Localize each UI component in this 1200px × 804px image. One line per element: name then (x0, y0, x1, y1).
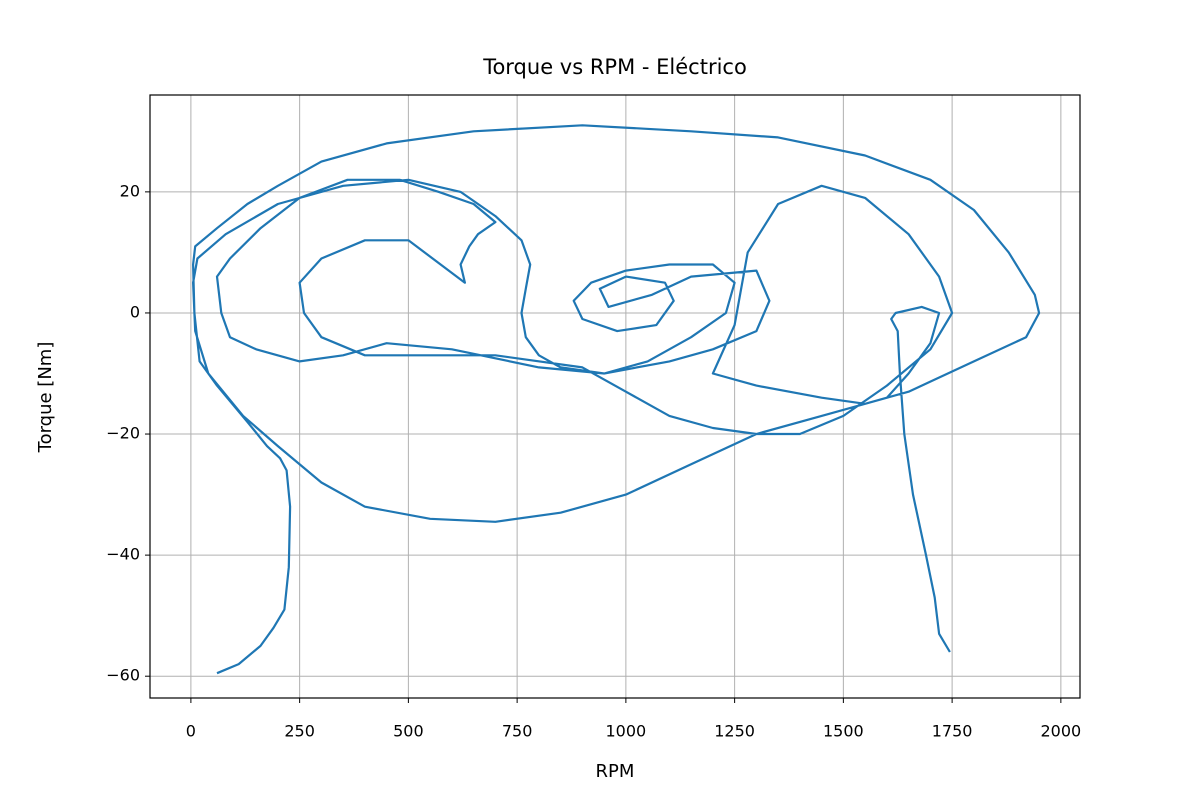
x-axis-label: RPM (596, 761, 635, 782)
x-tick-label: 1500 (823, 722, 864, 741)
x-tick-label: 1750 (932, 722, 973, 741)
plot-frame (149, 94, 1081, 699)
y-tick-label: −20 (106, 424, 140, 443)
chart-title: Torque vs RPM - Eléctrico (482, 55, 747, 79)
y-tick-label: 20 (120, 181, 140, 200)
data-line (192, 124, 1041, 675)
y-tick-label: 0 (130, 302, 140, 321)
x-tick-label: 1250 (714, 722, 755, 741)
x-tick-label: 500 (393, 722, 424, 741)
y-tick-label: −40 (106, 545, 140, 564)
y-axis-label: Torque [Nm] (35, 342, 56, 454)
x-tick-label: 250 (284, 722, 315, 741)
y-tick-label: −60 (106, 666, 140, 685)
x-tick-label: 0 (186, 722, 196, 741)
x-tick-label: 750 (502, 722, 533, 741)
x-tick-label: 2000 (1041, 722, 1082, 741)
x-tick-label: 1000 (606, 722, 647, 741)
